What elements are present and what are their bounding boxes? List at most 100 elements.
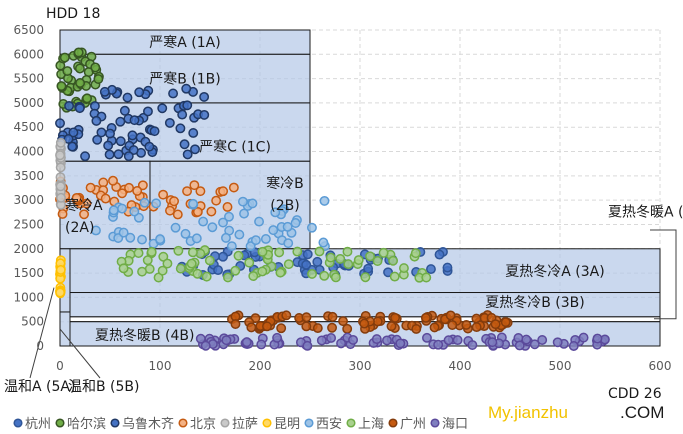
legend-label: 上海 — [358, 417, 384, 432]
zone-label: (2A) — [65, 220, 94, 236]
data-point — [137, 234, 147, 245]
data-point — [192, 206, 203, 217]
data-point — [335, 253, 346, 264]
data-point — [272, 332, 283, 343]
data-point — [282, 221, 293, 232]
legend-label: 哈尔滨 — [67, 416, 106, 432]
data-point — [93, 74, 104, 84]
data-point — [442, 262, 453, 273]
data-point — [157, 265, 168, 276]
data-point — [64, 100, 75, 111]
data-point — [127, 130, 138, 141]
legend-marker — [55, 418, 65, 428]
data-point — [233, 250, 244, 261]
x-tick-label: 500 — [549, 359, 572, 373]
data-point — [190, 144, 200, 155]
data-point — [318, 237, 329, 248]
data-point — [115, 116, 126, 127]
data-point — [353, 255, 364, 265]
x-tick-labels: 0 100 200 300 400 500 600 — [56, 359, 671, 373]
legend-marker — [178, 418, 188, 428]
data-point — [90, 62, 101, 73]
data-point — [186, 258, 197, 269]
data-point — [274, 247, 285, 258]
data-point — [137, 180, 148, 191]
data-point — [118, 227, 129, 238]
data-point — [182, 100, 193, 111]
data-point — [123, 151, 134, 162]
x-tick-label: 300 — [349, 359, 372, 373]
x-tick-label: 0 — [56, 359, 64, 373]
data-point — [359, 318, 370, 329]
data-point — [206, 206, 217, 217]
data-point — [211, 195, 222, 206]
data-point — [177, 109, 188, 120]
zone-labels: 严寒A (1A) 严寒B (1B) 严寒C (1C) 寒冷A (2A) 寒冷B (2B) 夏热… — [4, 34, 683, 395]
data-point — [302, 249, 313, 260]
data-point — [395, 338, 406, 349]
data-point — [260, 233, 271, 244]
data-point — [445, 310, 456, 321]
data-point — [452, 335, 463, 346]
data-point — [179, 139, 190, 150]
data-point — [55, 137, 66, 148]
data-point — [372, 256, 383, 266]
data-point — [129, 206, 140, 217]
brand-suffix: .COM — [620, 403, 664, 422]
legend-label: 海口 — [442, 417, 468, 432]
data-point — [226, 241, 237, 252]
data-point — [365, 251, 376, 262]
data-point — [191, 233, 202, 244]
legend-label: 北京 — [190, 417, 216, 432]
data-point — [182, 149, 193, 160]
data-point — [426, 264, 436, 275]
data-point — [68, 127, 79, 138]
data-point — [56, 192, 66, 203]
data-point — [218, 217, 228, 228]
data-point — [79, 209, 90, 220]
data-point — [71, 192, 82, 203]
data-point — [382, 335, 392, 346]
data-point — [234, 229, 245, 240]
data-point — [467, 340, 478, 350]
x-tick-label: 100 — [149, 359, 172, 373]
y-tick-label: 1000 — [13, 290, 44, 304]
zone-label: 温和B (5B) — [68, 379, 140, 395]
y-tick-label: 5500 — [13, 72, 44, 86]
data-point — [521, 334, 532, 345]
y-tick-label: 5000 — [13, 96, 44, 110]
legend-label: 广州 — [400, 417, 426, 432]
data-point — [218, 186, 229, 197]
data-point — [198, 216, 209, 227]
data-point — [500, 317, 511, 328]
data-point — [338, 316, 349, 327]
leader-line — [650, 229, 677, 320]
data-point — [199, 109, 210, 120]
data-point — [129, 115, 140, 126]
zone-label: 夏热冬暖A (4A) — [608, 205, 683, 221]
data-point — [139, 197, 150, 208]
data-point — [67, 141, 78, 152]
data-point — [568, 341, 579, 351]
legend-label: 西安 — [316, 417, 342, 432]
data-point — [165, 205, 175, 216]
y-tick-labels: 0 500 1000 1500 2000 2500 3000 3500 4000 4500 5000… — [13, 23, 44, 353]
data-point — [55, 264, 66, 275]
data-point — [143, 106, 153, 117]
zone-label: 夏热冬冷A (3A) — [505, 264, 604, 280]
data-points — [55, 47, 610, 351]
data-point — [57, 208, 68, 219]
data-point — [314, 246, 325, 257]
data-point — [471, 322, 482, 333]
data-point — [348, 334, 359, 345]
data-point — [490, 319, 501, 330]
data-point — [188, 128, 199, 138]
y-tick-label: 4000 — [13, 145, 44, 159]
data-point — [241, 337, 252, 348]
data-point — [360, 272, 371, 283]
data-point — [188, 198, 199, 209]
data-point — [207, 222, 218, 233]
data-point — [173, 245, 184, 256]
data-point — [257, 266, 268, 277]
